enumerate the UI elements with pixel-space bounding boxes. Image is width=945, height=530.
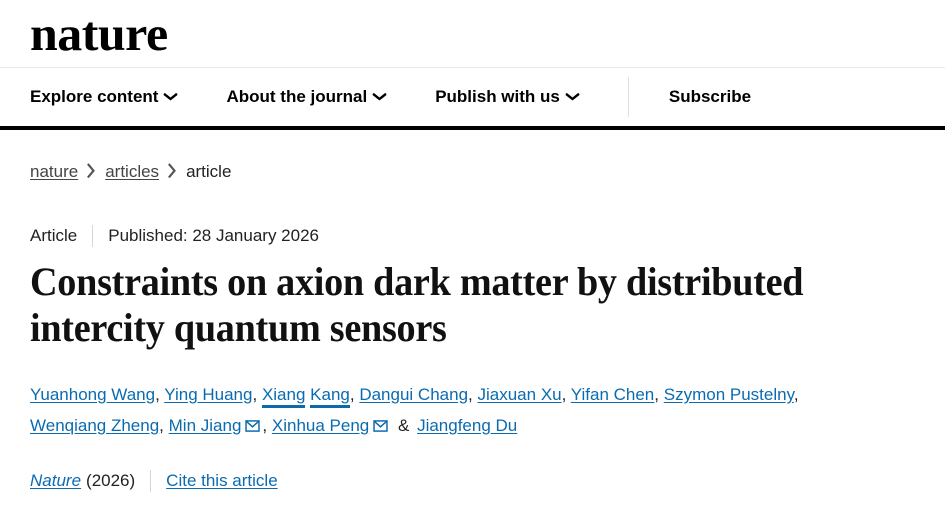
- article-type-label: Article: [30, 226, 78, 245]
- citation-divider: [150, 469, 152, 492]
- breadcrumb-separator-icon: [168, 162, 177, 181]
- author-link-min-jiang[interactable]: Min Jiang: [168, 415, 242, 435]
- envelope-icon[interactable]: [373, 412, 388, 432]
- breadcrumb-item-articles[interactable]: articles: [105, 162, 160, 181]
- author-link-szymon-pustelny[interactable]: Szymon Pustelny: [663, 384, 794, 404]
- nav-item-publish-with-us[interactable]: Publish with us: [435, 87, 580, 107]
- journal-name-link[interactable]: Nature: [30, 470, 82, 490]
- page-title: Constraints on axion dark matter by dist…: [30, 259, 804, 351]
- article-published-date: Published: 28 January 2026: [108, 226, 319, 245]
- chevron-down-icon: [564, 91, 580, 103]
- author-link-xiang-kang[interactable]: Xiang Kang: [261, 384, 350, 408]
- author-name-word: Kang: [310, 384, 350, 408]
- breadcrumb-item-nature[interactable]: nature: [30, 162, 79, 181]
- author-link-yuanhong-wang[interactable]: Yuanhong Wang: [30, 384, 156, 404]
- cite-this-article-link[interactable]: Cite this article: [166, 470, 278, 490]
- nav-item-about-the-journal[interactable]: About the journal: [226, 87, 388, 107]
- author-link-dangui-chang[interactable]: Dangui Chang: [359, 384, 469, 404]
- author-list-ampersand: &: [397, 415, 410, 435]
- meta-divider: [92, 225, 94, 247]
- article-header-region: nature articles article Article Publishe…: [0, 162, 945, 492]
- chevron-down-icon: [372, 91, 388, 103]
- nav-item-label: Publish with us: [435, 87, 560, 106]
- nav-list: Explore content About the journal Publis…: [30, 77, 751, 117]
- author-link-xinhua-peng[interactable]: Xinhua Peng: [271, 415, 370, 435]
- author-link-wenqiang-zheng[interactable]: Wenqiang Zheng: [30, 415, 160, 435]
- chevron-down-icon: [163, 91, 179, 103]
- breadcrumb-separator-icon: [87, 162, 96, 181]
- nav-item-label: Subscribe: [668, 87, 752, 106]
- primary-navigation: Explore content About the journal Publis…: [0, 68, 945, 130]
- author-link-jiaxuan-xu[interactable]: Jiaxuan Xu: [477, 384, 562, 404]
- nav-divider: [627, 77, 629, 117]
- site-masthead: nature: [0, 0, 945, 68]
- author-list: Yuanhong Wang, Ying Huang, Xiang Kang, D…: [30, 384, 799, 435]
- author-link-ying-huang[interactable]: Ying Huang: [164, 384, 253, 404]
- breadcrumb: nature articles article: [30, 162, 915, 182]
- author-link-jiangfeng-du[interactable]: Jiangfeng Du: [417, 415, 518, 435]
- nav-item-explore-content[interactable]: Explore content: [30, 87, 179, 107]
- breadcrumb-item-article: article: [186, 162, 232, 181]
- nav-item-subscribe[interactable]: Subscribe: [669, 87, 751, 107]
- citation-line: Nature (2026) Cite this article: [30, 469, 915, 492]
- envelope-icon[interactable]: [245, 412, 261, 432]
- citation-year: (2026): [86, 470, 136, 490]
- article-meta: Article Published: 28 January 2026: [30, 225, 915, 247]
- nav-item-label: About the journal: [226, 87, 368, 106]
- nature-logo[interactable]: nature: [30, 6, 168, 61]
- author-name-word: Xiang: [261, 384, 306, 408]
- nav-item-label: Explore content: [30, 87, 159, 106]
- author-link-yifan-chen[interactable]: Yifan Chen: [570, 384, 655, 404]
